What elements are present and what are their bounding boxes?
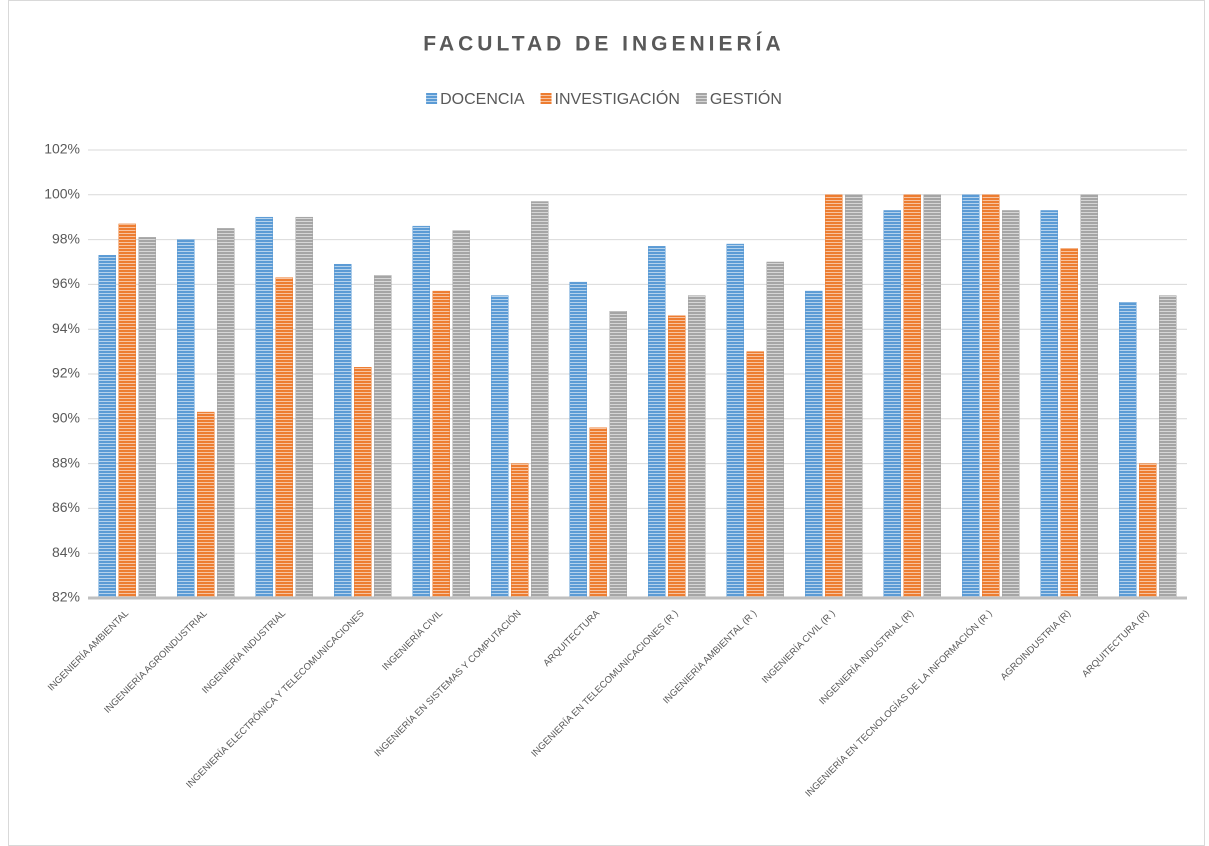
bar (1060, 248, 1078, 599)
bar (1139, 463, 1157, 599)
bar (569, 281, 587, 599)
bar (138, 237, 156, 599)
bar (275, 277, 293, 599)
bar (255, 216, 273, 599)
bar (98, 255, 116, 599)
bar (589, 427, 607, 599)
legend-label: GESTIÓN (710, 89, 782, 108)
bar (334, 263, 352, 599)
bar (118, 223, 136, 599)
bar (825, 194, 843, 599)
bar (1080, 194, 1098, 599)
bar (1040, 210, 1058, 599)
y-tick-label: 100% (44, 186, 80, 202)
bar (883, 210, 901, 599)
legend: DOCENCIA INVESTIGACIÓN GESTIÓN (426, 89, 782, 108)
bar (982, 194, 1000, 599)
bar (531, 201, 549, 599)
bar (1159, 295, 1177, 599)
bar (726, 243, 744, 599)
legend-swatch (695, 93, 707, 104)
bar (1002, 210, 1020, 599)
bar (491, 295, 509, 599)
y-tick-label: 84% (52, 544, 80, 560)
bar (923, 194, 941, 599)
bar (354, 367, 372, 599)
legend-swatch (540, 93, 552, 104)
y-tick-label: 92% (52, 365, 80, 381)
chart-title: FACULTAD DE INGENIERÍA (423, 33, 784, 56)
bar (197, 411, 215, 599)
bar (295, 216, 313, 599)
bar (648, 246, 666, 599)
y-tick-label: 102% (44, 141, 80, 157)
y-tick-label: 82% (52, 589, 80, 605)
y-tick-label: 88% (52, 454, 80, 470)
y-tick-label: 96% (52, 275, 80, 291)
legend-swatch (426, 93, 438, 104)
bar (609, 311, 627, 599)
y-tick-label: 86% (52, 499, 80, 515)
bar (452, 230, 470, 599)
y-tick-label: 94% (52, 320, 80, 336)
bar (412, 225, 430, 599)
bar (688, 295, 706, 599)
bar (374, 275, 392, 599)
bar (511, 463, 529, 599)
bar (1119, 302, 1137, 599)
bar (766, 261, 784, 599)
bar (746, 351, 764, 599)
bar (432, 290, 450, 599)
legend-label: INVESTIGACIÓN (555, 89, 680, 108)
bar (668, 315, 686, 599)
bar (805, 290, 823, 599)
y-tick-label: 90% (52, 410, 80, 426)
bar (845, 194, 863, 599)
legend-label: DOCENCIA (440, 91, 525, 108)
y-tick-label: 98% (52, 230, 80, 246)
bar (903, 194, 921, 599)
bar (177, 239, 195, 599)
bar (962, 194, 980, 599)
bar (217, 228, 235, 599)
